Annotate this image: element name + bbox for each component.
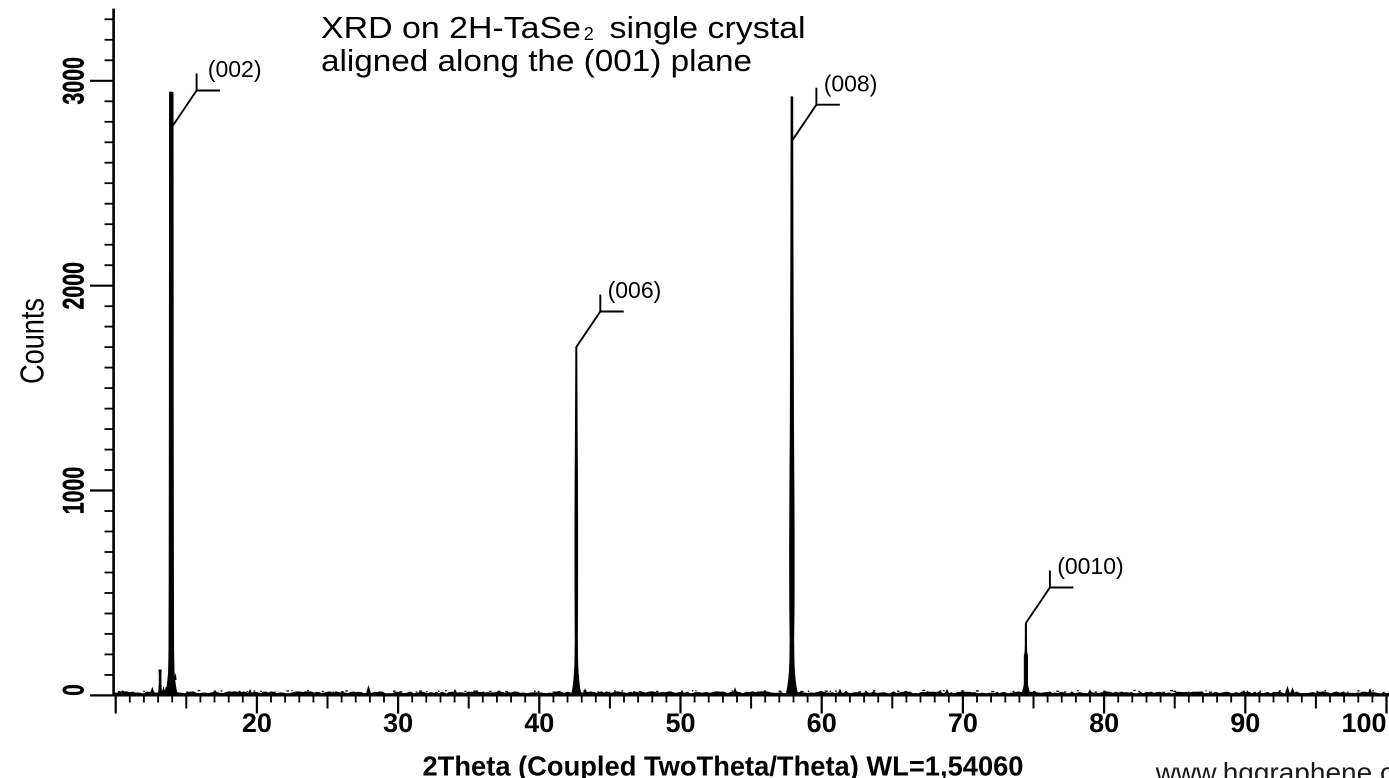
svg-text:Counts: Counts — [13, 298, 50, 384]
svg-text:www.hqgraphene.co: www.hqgraphene.co — [1155, 757, 1389, 778]
svg-text:50: 50 — [665, 708, 695, 738]
svg-text:2Theta (Coupled TwoTheta/Theta: 2Theta (Coupled TwoTheta/Theta) WL=1,540… — [423, 751, 1024, 778]
svg-text:XRD on 2H-TaSe: XRD on 2H-TaSe — [321, 10, 581, 45]
svg-text:60: 60 — [807, 708, 837, 738]
svg-text:40: 40 — [524, 708, 554, 738]
svg-text:1000: 1000 — [58, 467, 91, 515]
svg-text:(006): (006) — [608, 277, 662, 303]
svg-text:90: 90 — [1230, 708, 1260, 738]
svg-text:70: 70 — [948, 708, 978, 738]
svg-text:3000: 3000 — [58, 57, 91, 105]
svg-text:0: 0 — [58, 684, 91, 696]
svg-text:(002): (002) — [208, 56, 262, 82]
svg-text:100: 100 — [1341, 708, 1386, 738]
svg-text:20: 20 — [242, 708, 272, 738]
svg-text:80: 80 — [1089, 708, 1119, 738]
svg-text:2: 2 — [584, 24, 594, 44]
svg-text:(008): (008) — [824, 70, 878, 96]
svg-text:30: 30 — [383, 708, 413, 738]
svg-text:(0010): (0010) — [1057, 553, 1123, 579]
svg-text:aligned along the (001) plane: aligned along the (001) plane — [321, 43, 752, 78]
svg-text:2000: 2000 — [58, 262, 91, 310]
svg-text:single crystal: single crystal — [610, 10, 806, 45]
